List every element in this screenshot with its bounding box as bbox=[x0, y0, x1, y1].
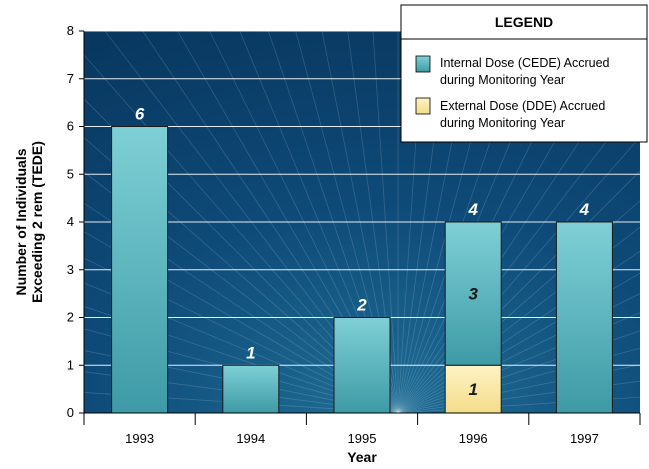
x-tick-label: 1995 bbox=[348, 431, 377, 446]
background-ray bbox=[84, 282, 399, 413]
y-tick-label: 2 bbox=[67, 310, 74, 325]
background-ray bbox=[321, 31, 399, 413]
bar-segment bbox=[111, 126, 169, 414]
x-tick-label: 1997 bbox=[570, 431, 599, 446]
bar-segment bbox=[333, 317, 391, 414]
background-ray bbox=[397, 312, 640, 413]
background-ray bbox=[372, 31, 399, 413]
legend-swatch-external bbox=[415, 97, 431, 115]
background-ray bbox=[397, 31, 501, 413]
y-axis-title-line-1: Number of Individuals bbox=[13, 148, 29, 295]
background-ray bbox=[397, 250, 640, 413]
background-ray bbox=[397, 31, 449, 413]
x-tick-label: 1996 bbox=[459, 431, 488, 446]
legend: LEGEND Internal Dose (CEDE) Accrued duri… bbox=[400, 4, 648, 143]
background-ray bbox=[84, 231, 399, 413]
y-tick-label: 8 bbox=[67, 23, 74, 38]
background-ray bbox=[239, 31, 399, 413]
legend-item-external-line-1: External Dose (DDE) Accrued bbox=[440, 99, 605, 113]
bar-total-label: 4 bbox=[579, 200, 590, 219]
y-tick-label: 0 bbox=[67, 405, 74, 420]
legend-swatch-internal bbox=[415, 55, 431, 73]
background-ray bbox=[397, 31, 424, 413]
legend-box bbox=[400, 4, 648, 143]
background-ray bbox=[0, 0, 398, 413]
background-ray bbox=[0, 0, 398, 413]
background-ray bbox=[347, 31, 399, 413]
legend-item-internal-line-2: during Monitoring Year bbox=[440, 73, 565, 87]
segment-label: 1 bbox=[468, 380, 477, 399]
bar-segment bbox=[222, 364, 280, 414]
segment-label: 3 bbox=[468, 285, 478, 304]
background-ray bbox=[397, 293, 640, 413]
y-tick-label: 4 bbox=[67, 214, 74, 229]
bar-total-label: 1 bbox=[246, 343, 255, 362]
y-tick-label: 3 bbox=[67, 262, 74, 277]
background-ray bbox=[0, 0, 398, 413]
background-ray bbox=[0, 0, 398, 413]
y-axis: 0 1 2 3 4 5 6 7 8 bbox=[67, 23, 85, 420]
data-labels: 6 1 2 4 4 3 1 bbox=[135, 105, 590, 400]
background-ray bbox=[0, 0, 398, 413]
y-tick-label: 6 bbox=[67, 119, 74, 134]
bar-segment bbox=[444, 221, 502, 366]
bar-total-label: 4 bbox=[467, 200, 478, 219]
background-ray bbox=[0, 0, 398, 413]
legend-item-external-line-2: during Monitoring Year bbox=[440, 116, 565, 130]
background-ray bbox=[397, 364, 640, 413]
background-ray bbox=[397, 226, 640, 413]
x-tick-label: 1994 bbox=[236, 431, 265, 446]
x-axis-title: Year bbox=[347, 449, 377, 465]
y-axis-title-line-2: Exceeding 2 rem (TEDE) bbox=[29, 141, 45, 303]
y-tick-label: 7 bbox=[67, 71, 74, 86]
legend-item-internal-line-1: Internal Dose (CEDE) Accrued bbox=[440, 56, 610, 70]
background-ray bbox=[209, 31, 399, 413]
y-tick-label: 5 bbox=[67, 166, 74, 181]
x-tick-label: 1993 bbox=[125, 431, 154, 446]
bar-segment bbox=[555, 221, 613, 414]
bars bbox=[111, 126, 613, 414]
bar-total-label: 6 bbox=[135, 105, 145, 124]
legend-title: LEGEND bbox=[495, 14, 553, 30]
background-ray bbox=[397, 272, 640, 413]
background-ray bbox=[295, 31, 399, 413]
background-ray bbox=[0, 0, 398, 413]
background-ray bbox=[397, 380, 640, 413]
x-axis: 1993 1994 1995 1996 1997 bbox=[83, 412, 641, 446]
background-ray bbox=[397, 330, 640, 413]
background-ray bbox=[397, 396, 640, 413]
bar-total-label: 2 bbox=[356, 296, 367, 315]
background-ray bbox=[397, 31, 475, 413]
background-ray bbox=[397, 347, 640, 413]
bar-segment bbox=[444, 364, 502, 414]
y-axis-title: Number of Individuals Exceeding 2 rem (T… bbox=[13, 141, 45, 303]
background-ray bbox=[267, 31, 399, 413]
y-tick-label: 1 bbox=[67, 357, 74, 372]
background-ray bbox=[84, 257, 399, 413]
